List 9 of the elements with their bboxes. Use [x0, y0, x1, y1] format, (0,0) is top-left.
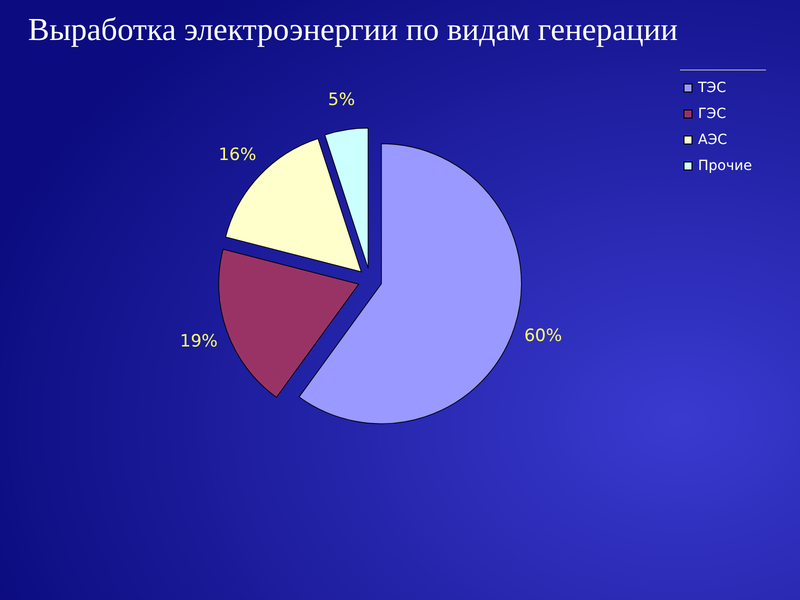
legend-label: Прочие	[698, 158, 752, 174]
legend-label: АЭС	[698, 132, 728, 148]
data-label: 5%	[328, 90, 356, 110]
legend-label: ТЭС	[697, 80, 726, 96]
chart-title: Выработка электроэнергии по видам генерации	[28, 11, 678, 47]
data-label: 60%	[524, 326, 562, 346]
data-label: 19%	[180, 331, 218, 352]
legend-label: ГЭС	[698, 106, 726, 122]
data-label: 16%	[218, 145, 256, 166]
